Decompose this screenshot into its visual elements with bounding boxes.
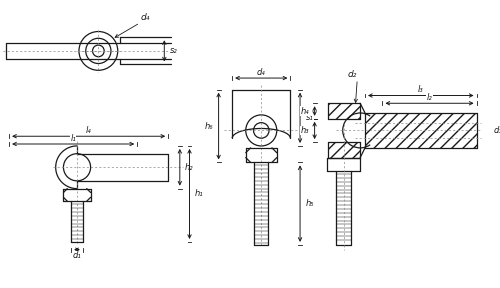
- Text: l₂: l₂: [426, 93, 432, 102]
- Text: d₁: d₁: [72, 251, 82, 260]
- Text: l₁: l₁: [70, 134, 76, 143]
- Text: l₄: l₄: [86, 126, 92, 135]
- Text: h₄: h₄: [300, 107, 309, 115]
- Text: d₁: d₁: [494, 126, 500, 135]
- Text: d₄: d₄: [257, 68, 266, 77]
- Text: h₃: h₃: [300, 126, 309, 135]
- Text: h₅: h₅: [306, 199, 314, 208]
- Text: h₂: h₂: [185, 163, 194, 172]
- Text: s₁: s₁: [306, 113, 314, 122]
- Text: d₂: d₂: [348, 70, 357, 79]
- Text: h₁: h₁: [195, 190, 203, 198]
- Text: h₆: h₆: [204, 122, 213, 130]
- Text: s₂: s₂: [170, 46, 178, 55]
- Text: d₄: d₄: [140, 14, 149, 22]
- Text: l₃: l₃: [418, 85, 424, 94]
